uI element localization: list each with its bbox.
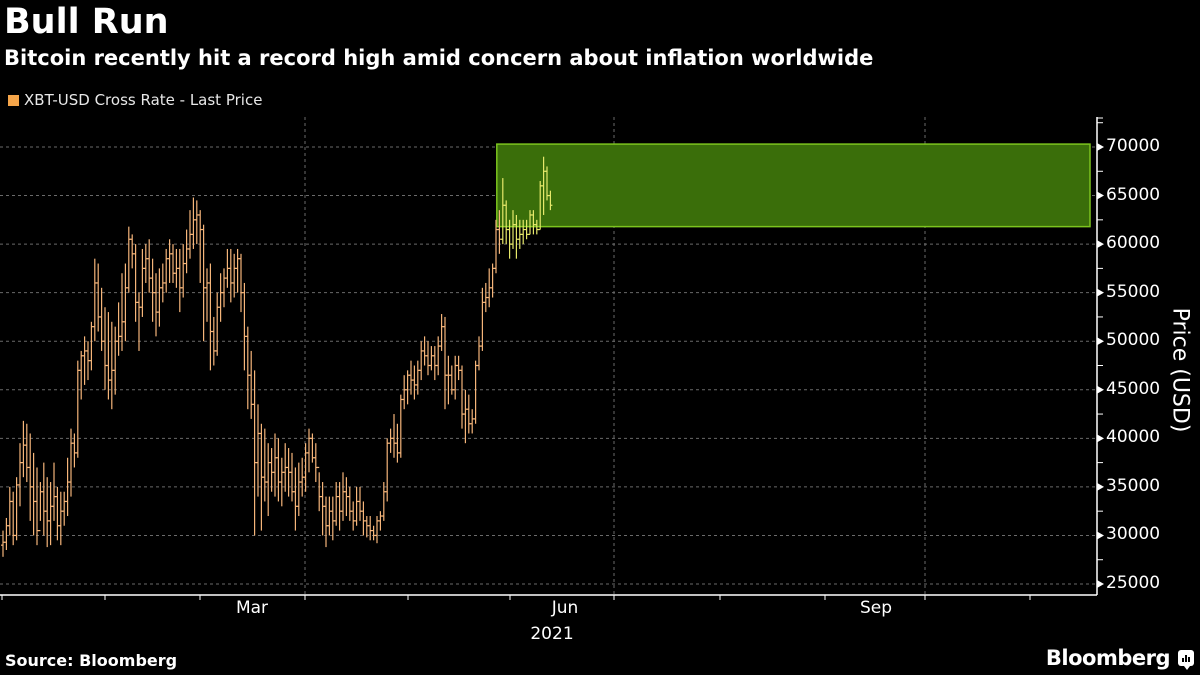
y-tick-label: 25000 <box>1106 573 1161 593</box>
y-axis-title: Price (USD) <box>1167 307 1193 433</box>
legend: XBT-USD Cross Rate - Last Price <box>8 91 262 109</box>
y-tick-label: 50000 <box>1106 330 1161 351</box>
source-note: Source: Bloomberg <box>5 651 178 670</box>
y-tick-label: 30000 <box>1106 524 1161 545</box>
x-tick-label: Jun <box>551 598 579 618</box>
y-tick-label: 65000 <box>1106 184 1161 205</box>
y-tick-label: 35000 <box>1106 475 1161 496</box>
record-high-highlight <box>496 143 1091 228</box>
legend-swatch-icon <box>8 94 19 106</box>
y-tick-label: 60000 <box>1106 233 1161 254</box>
bloomberg-chart-icon <box>1178 650 1194 670</box>
price-bars <box>1 156 553 557</box>
y-tick-label: 45000 <box>1106 378 1161 399</box>
bloomberg-logo-text: Bloomberg <box>1045 646 1171 670</box>
y-tick-label: 55000 <box>1106 281 1161 302</box>
y-tick-label: 70000 <box>1106 136 1161 156</box>
legend-label: XBT-USD Cross Rate - Last Price <box>24 91 263 109</box>
x-tick-label: Mar <box>235 598 269 618</box>
chart-title: Bull Run <box>4 2 169 42</box>
x-tick-label: Sep <box>859 598 893 618</box>
x-axis-year-label: 2021 <box>530 624 574 644</box>
axes <box>0 117 1104 600</box>
y-tick-label: 40000 <box>1106 427 1161 448</box>
chart-subtitle: Bitcoin recently hit a record high amid … <box>4 46 874 70</box>
